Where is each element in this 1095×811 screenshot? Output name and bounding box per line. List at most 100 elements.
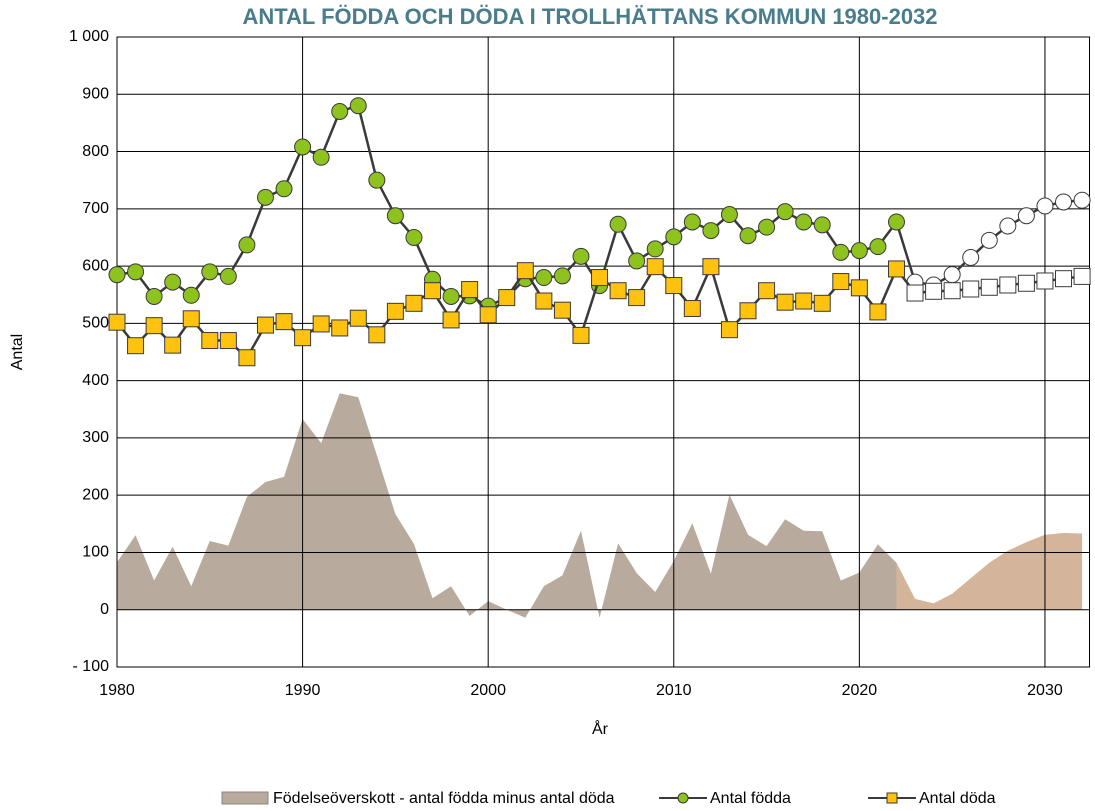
- marker: [535, 269, 553, 287]
- marker: [813, 216, 831, 234]
- legend-label: Födelseöverskott - antal födda minus ant…: [273, 790, 615, 807]
- marker: [182, 310, 200, 328]
- x-axis-title: År: [592, 719, 609, 738]
- marker: [108, 313, 126, 331]
- x-tick-label: 2010: [656, 682, 692, 699]
- legend-label: Antal födda: [710, 790, 791, 807]
- chart-title: ANTAL FÖDDA OCH DÖDA I TROLLHÄTTANS KOMM…: [242, 4, 937, 29]
- marker: [498, 289, 516, 307]
- marker: [887, 260, 905, 278]
- marker: [386, 302, 404, 320]
- marker: [850, 279, 868, 297]
- marker: [386, 207, 404, 225]
- marker: [702, 258, 720, 276]
- marker: [553, 301, 571, 319]
- y-tick-label: 200: [82, 486, 109, 503]
- marker: [1073, 191, 1091, 209]
- marker: [294, 138, 312, 156]
- marker: [1055, 270, 1073, 288]
- y-tick-label: - 100: [73, 658, 110, 675]
- marker: [405, 294, 423, 312]
- marker: [925, 282, 943, 300]
- y-tick-label: 100: [82, 544, 109, 561]
- marker: [479, 306, 497, 324]
- marker: [238, 236, 256, 254]
- marker: [1017, 274, 1035, 292]
- y-tick-label: 700: [82, 200, 109, 217]
- marker: [1073, 267, 1091, 285]
- marker: [1036, 272, 1054, 290]
- marker: [628, 252, 646, 270]
- marker: [461, 281, 479, 299]
- marker: [164, 273, 182, 291]
- marker: [758, 282, 776, 300]
- marker: [980, 278, 998, 296]
- marker: [646, 240, 664, 258]
- marker: [108, 266, 126, 284]
- marker: [869, 238, 887, 256]
- marker: [442, 311, 460, 329]
- y-tick-label: 1 000: [69, 28, 109, 45]
- marker: [238, 349, 256, 367]
- marker: [516, 262, 534, 280]
- marker: [219, 332, 237, 350]
- marker: [405, 228, 423, 246]
- marker: [591, 269, 609, 287]
- marker: [275, 313, 293, 331]
- marker: [739, 227, 757, 245]
- marker: [758, 218, 776, 236]
- marker: [609, 215, 627, 233]
- area: [117, 393, 897, 618]
- marker: [201, 263, 219, 281]
- marker: [832, 243, 850, 261]
- marker: [256, 188, 274, 206]
- marker: [256, 316, 274, 334]
- marker: [349, 309, 367, 327]
- marker: [572, 247, 590, 265]
- marker: [999, 217, 1017, 235]
- marker: [275, 180, 293, 198]
- x-tick-label: 2020: [842, 682, 878, 699]
- legend-swatch: [886, 792, 898, 804]
- marker: [702, 222, 720, 240]
- marker: [850, 242, 868, 260]
- marker: [331, 102, 349, 120]
- marker: [201, 332, 219, 350]
- marker: [887, 213, 905, 231]
- marker: [164, 336, 182, 354]
- marker: [219, 267, 237, 285]
- marker: [145, 317, 163, 335]
- y-tick-label: 400: [82, 372, 109, 389]
- marker: [999, 276, 1017, 294]
- marker: [795, 213, 813, 231]
- marker: [665, 228, 683, 246]
- y-tick-label: 800: [82, 143, 109, 160]
- marker: [646, 258, 664, 276]
- y-tick-label: 600: [82, 257, 109, 274]
- marker: [145, 287, 163, 305]
- marker: [906, 284, 924, 302]
- plot-border: [116, 36, 1090, 668]
- marker: [980, 231, 998, 249]
- marker: [943, 282, 961, 300]
- x-tick-label: 1990: [285, 682, 321, 699]
- marker: [795, 292, 813, 310]
- legend-swatch: [221, 791, 269, 805]
- y-axis-title: Antal: [9, 334, 26, 370]
- marker: [127, 263, 145, 281]
- marker: [739, 302, 757, 320]
- marker: [813, 294, 831, 312]
- x-tick-label: 2030: [1027, 682, 1063, 699]
- y-tick-label: 900: [82, 85, 109, 102]
- marker: [442, 287, 460, 305]
- y-tick-label: 500: [82, 315, 109, 332]
- marker: [424, 282, 442, 300]
- marker: [553, 267, 571, 285]
- marker: [776, 293, 794, 311]
- marker: [683, 299, 701, 317]
- marker: [368, 326, 386, 344]
- legend-swatch: [677, 792, 689, 804]
- marker: [1036, 197, 1054, 215]
- marker: [331, 319, 349, 337]
